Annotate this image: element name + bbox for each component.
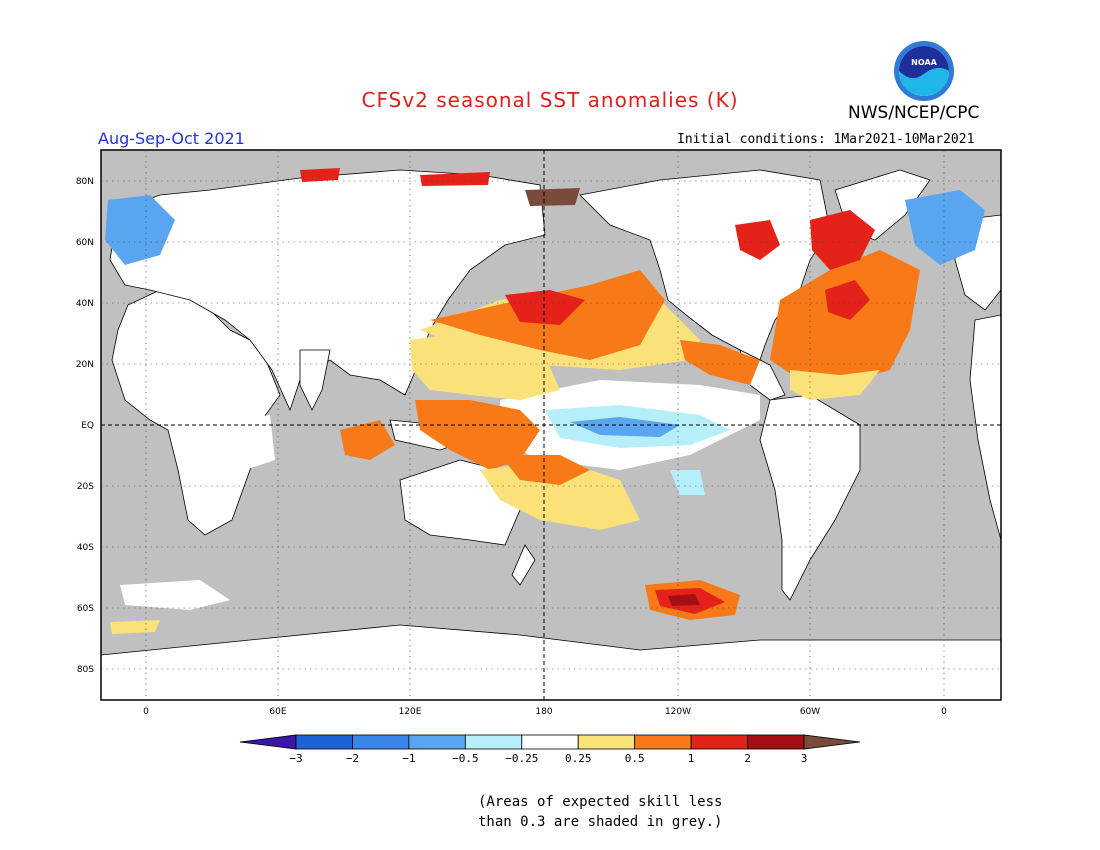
chart-title: CFSv2 seasonal SST anomalies (K) (361, 88, 739, 112)
land-new-zealand (511, 544, 536, 586)
anomaly-cold-tongue-mid (570, 417, 680, 437)
longitude-labels: 0 60E 120E 180 120W 60W 0 (143, 707, 947, 717)
colorbar-tick-label: 1 (688, 752, 695, 765)
anomaly-southern-ocean-strip (110, 620, 160, 634)
latitude-labels: 80N 60N 40N 20N EQ 20S 40S 60S 80S (76, 177, 94, 675)
lat-label: 80S (77, 665, 94, 675)
colorbar-tick-label: −0.25 (505, 752, 538, 765)
logo-text: NOAA (911, 58, 937, 67)
anomaly-peru-cool (670, 470, 705, 495)
anomaly-south-pacific-darkred (668, 594, 700, 606)
lat-label: 60N (76, 238, 94, 248)
lon-label: 120E (399, 707, 422, 717)
colorbar-arrow-high (803, 734, 861, 750)
skill-note-line: (Areas of expected skill less (478, 794, 723, 810)
land-africa-east-edge (969, 314, 1001, 541)
colorbar-box (352, 734, 410, 750)
colorbar-tick-label: −3 (289, 752, 302, 765)
lon-label: 0 (143, 707, 149, 717)
colorbar-box (634, 734, 692, 750)
colorbar-tick-label: 3 (801, 752, 808, 765)
lon-label: 60E (269, 707, 286, 717)
colorbar-tick-label: 2 (744, 752, 751, 765)
anomaly-hudson-red (735, 220, 780, 260)
skill-note: (Areas of expected skill less than 0.3 a… (478, 792, 722, 832)
land-africa (111, 289, 281, 536)
colorbar-arrow-low (239, 734, 297, 750)
anomaly-spcz-orange (500, 455, 590, 485)
lat-label: 40N (76, 299, 94, 309)
lon-label: 0 (941, 707, 947, 717)
colorbar-box (464, 734, 523, 750)
colorbar: −3 −2 −1 −0.5 −0.25 0.25 0.5 1 2 3 (239, 734, 861, 765)
colorbar-box (747, 734, 805, 750)
lat-label: 40S (77, 543, 94, 553)
colorbar-tick-label: −2 (346, 752, 359, 765)
colorbar-tick-label: 0.5 (625, 752, 645, 765)
colorbar-box (408, 734, 466, 750)
skill-note-line: than 0.3 are shaded in grey.) (478, 814, 723, 830)
organization-label: NWS/NCEP/CPC (848, 103, 980, 123)
colorbar-box (690, 734, 748, 750)
colorbar-tick-label: −0.5 (452, 752, 479, 765)
anomaly-southern-ocean-light (120, 580, 230, 610)
anomaly-bay-of-bengal (340, 420, 395, 460)
anomaly-labrador-red (810, 210, 875, 270)
lat-label: 20N (76, 360, 94, 370)
lat-label: 80N (76, 177, 94, 187)
lon-label: 120W (665, 707, 691, 717)
anomaly-ne-pacific-orange (680, 340, 760, 385)
anomaly-nordic-cold-west (105, 195, 175, 265)
anomaly-bering-brown (525, 188, 580, 206)
colorbar-tick-label: 0.25 (565, 752, 592, 765)
lat-label: 60S (77, 604, 94, 614)
lat-label: EQ (81, 421, 94, 431)
lon-label: 180 (535, 707, 552, 717)
land-eurasia (109, 169, 546, 412)
colorbar-tick-label: −1 (402, 752, 415, 765)
land-antarctica (101, 624, 1001, 700)
anomaly-north-atlantic-yellow (790, 370, 880, 400)
anomaly-nordic-cold-east (905, 190, 985, 265)
noaa-logo: NOAA (894, 41, 954, 101)
land-india (299, 349, 331, 411)
anomaly-north-pacific-red (505, 290, 585, 325)
lon-label: 60W (800, 707, 820, 717)
equator-dateline (101, 150, 1001, 700)
anomaly-arctic-warm-2 (420, 172, 490, 186)
season-label: Aug-Sep-Oct 2021 (98, 129, 245, 148)
anomaly-west-pacific-orange (415, 400, 540, 470)
anomaly-north-atlantic-red (825, 280, 870, 320)
initial-conditions-label: Initial conditions: 1Mar2021-10Mar2021 (677, 132, 975, 147)
lat-label: 20S (77, 482, 94, 492)
anomaly-indian-ocean-neutral (235, 415, 275, 470)
colorbar-box (521, 734, 579, 750)
anomaly-arctic-warm-1 (300, 168, 340, 182)
colorbar-box (577, 734, 636, 750)
colorbar-box (295, 734, 353, 750)
